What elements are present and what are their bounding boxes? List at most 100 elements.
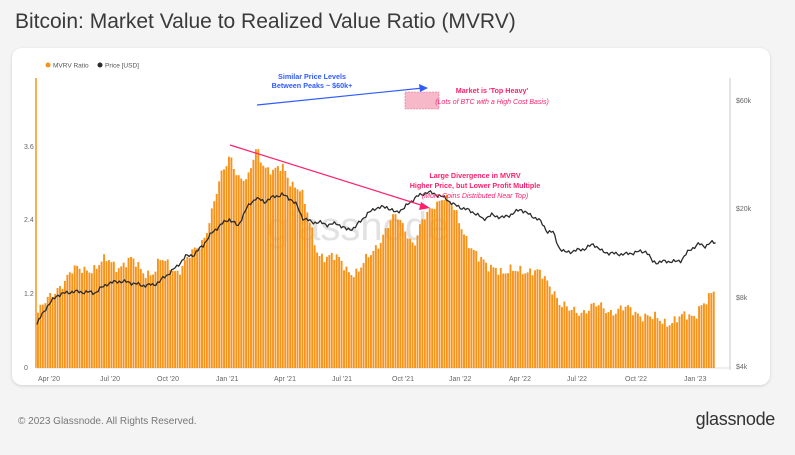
y-right-axis: $4k $8k $20k $60k (736, 98, 752, 371)
mvrv-bar (497, 274, 500, 368)
mvrv-bar (575, 312, 578, 368)
mvrv-bar (394, 214, 397, 368)
mvrv-bar (281, 163, 284, 368)
mvrv-bar (46, 296, 49, 368)
y-left-tick: 0 (24, 365, 28, 372)
divergence-line-1: Large Divergence in MVRV (429, 171, 521, 180)
mvrv-bar (607, 312, 610, 368)
mvrv-bar (595, 306, 598, 368)
x-tick: Oct '21 (392, 376, 414, 383)
mvrv-bar (406, 238, 409, 368)
similar-line-2: Between Peaks ~ $60k+ (272, 81, 353, 90)
mvrv-bar (76, 265, 79, 368)
mvrv-bar (622, 310, 625, 368)
divergence-annotation: Large Divergence in MVRV Higher Price, b… (229, 144, 540, 210)
mvrv-bar (144, 278, 147, 368)
mvrv-bar (600, 302, 603, 368)
mvrv-bar (181, 265, 184, 368)
y-right-tick: $20k (736, 206, 752, 213)
mvrv-bar (485, 262, 487, 368)
mvrv-bar (482, 259, 485, 368)
mvrv-bar (362, 262, 365, 368)
mvrv-bar (90, 273, 93, 368)
mvrv-bar (205, 233, 208, 368)
mvrv-bar (580, 312, 583, 368)
mvrv-bar (284, 170, 287, 368)
mvrv-bar (663, 318, 666, 368)
mvrv-chart: 0 1.2 2.4 3.6 $4k $8k $20k $60k glassnod… (24, 62, 752, 383)
mvrv-bar (51, 296, 54, 368)
mvrv-bar (609, 310, 612, 368)
mvrv-bar (139, 268, 142, 368)
mvrv-bar (117, 268, 120, 368)
mvrv-bar (455, 210, 458, 368)
mvrv-bar (671, 323, 674, 368)
mvrv-bar (220, 170, 223, 368)
top-heavy-line-1: Market is 'Top Heavy' (456, 86, 529, 95)
mvrv-bar (223, 169, 225, 368)
mvrv-bar (683, 311, 686, 368)
mvrv-bar (227, 156, 230, 368)
mvrv-bar (301, 189, 304, 368)
mvrv-bar (705, 304, 708, 368)
mvrv-bar (438, 200, 441, 368)
mvrv-bar (646, 315, 649, 368)
mvrv-bar (325, 256, 328, 368)
mvrv-bar (543, 276, 546, 368)
mvrv-bar (59, 286, 61, 368)
mvrv-bar (201, 240, 203, 368)
page-title: Bitcoin: Market Value to Realized Value … (15, 10, 516, 33)
mvrv-bar (365, 253, 368, 368)
mvrv-bar (191, 249, 194, 368)
mvrv-bar (152, 274, 154, 368)
mvrv-bar (269, 174, 272, 368)
mvrv-bar (95, 268, 98, 368)
mvrv-bar (531, 275, 534, 368)
mvrv-bar (291, 181, 294, 368)
mvrv-bar (208, 223, 211, 368)
mvrv-bar (499, 268, 502, 368)
mvrv-bar (174, 271, 177, 368)
mvrv-bar (274, 167, 277, 368)
legend-label-price: Price [USD] (105, 63, 139, 70)
x-tick: Oct '20 (157, 376, 179, 383)
mvrv-bar (179, 274, 181, 368)
mvrv-bar (707, 293, 710, 368)
mvrv-bar (240, 178, 243, 368)
x-tick: Apr '20 (38, 376, 60, 383)
mvrv-bar (125, 267, 128, 368)
divergence-line-3: (More Coins Distributed Near Top) (422, 193, 528, 200)
mvrv-bar (350, 275, 353, 368)
mvrv-bar (561, 307, 563, 368)
mvrv-bar (504, 273, 507, 368)
mvrv-bar (318, 255, 321, 368)
mvrv-bar (685, 319, 688, 368)
y-right-tick: $60k (736, 98, 752, 105)
top-heavy-line-2: (Lots of BTC with a High Cost Basis) (435, 99, 549, 106)
mvrv-bar (345, 266, 348, 368)
mvrv-bar (605, 313, 607, 368)
mvrv-bar (541, 278, 544, 368)
mvrv-bar (658, 320, 661, 368)
x-tick: Jan '22 (449, 376, 471, 383)
mvrv-bar (563, 301, 566, 368)
mvrv-bar (526, 272, 529, 368)
mvrv-bar (529, 268, 532, 368)
mvrv-bar (313, 245, 316, 368)
mvrv-bar (68, 272, 71, 368)
mvrv-bar (568, 310, 571, 368)
mvrv-bar (546, 280, 549, 368)
mvrv-bar (614, 313, 617, 368)
mvrv-bar (321, 253, 323, 368)
mvrv-bar (712, 291, 715, 368)
mvrv-bar (61, 288, 64, 368)
mvrv-bar (289, 186, 292, 368)
mvrv-bar (71, 273, 74, 368)
mvrv-bar (465, 236, 468, 368)
mvrv-bar (592, 302, 595, 368)
top-heavy-highlight (404, 91, 440, 110)
mvrv-bar (286, 177, 289, 368)
price-line (36, 190, 716, 325)
mvrv-bar (372, 250, 375, 368)
mvrv-bar (93, 265, 96, 368)
